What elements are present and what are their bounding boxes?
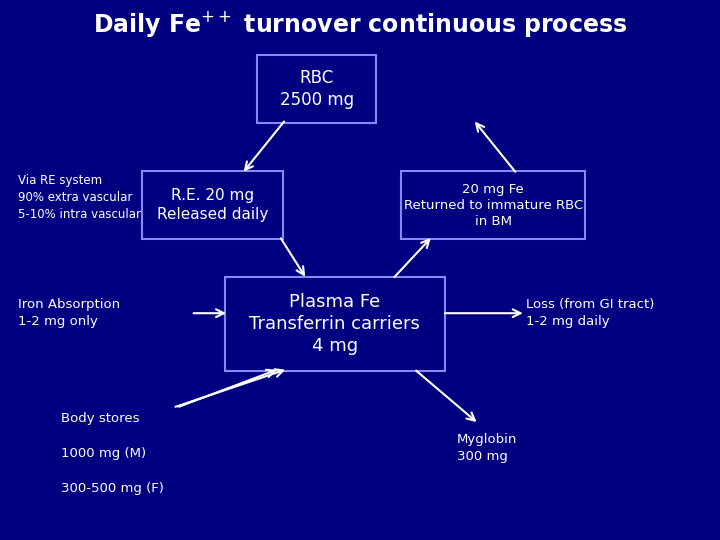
FancyBboxPatch shape — [142, 172, 282, 239]
Text: Via RE system
90% extra vascular
5-10% intra vascular: Via RE system 90% extra vascular 5-10% i… — [18, 173, 141, 221]
FancyBboxPatch shape — [225, 276, 444, 372]
FancyBboxPatch shape — [258, 56, 376, 123]
FancyBboxPatch shape — [402, 172, 585, 239]
Text: 300-500 mg (F): 300-500 mg (F) — [61, 482, 164, 495]
Text: Plasma Fe
Transferrin carriers
4 mg: Plasma Fe Transferrin carriers 4 mg — [249, 293, 420, 355]
Text: 1000 mg (M): 1000 mg (M) — [61, 447, 146, 460]
Text: Myglobin
300 mg: Myglobin 300 mg — [457, 433, 518, 463]
Text: Body stores: Body stores — [61, 412, 140, 425]
Text: 20 mg Fe
Returned to immature RBC
in BM: 20 mg Fe Returned to immature RBC in BM — [404, 183, 582, 228]
Text: Daily Fe$^{++}$ turnover continuous process: Daily Fe$^{++}$ turnover continuous proc… — [93, 9, 627, 39]
Text: RBC
2500 mg: RBC 2500 mg — [280, 69, 354, 109]
Text: Loss (from GI tract)
1-2 mg daily: Loss (from GI tract) 1-2 mg daily — [526, 298, 654, 328]
Text: Iron Absorption
1-2 mg only: Iron Absorption 1-2 mg only — [18, 298, 120, 328]
Text: R.E. 20 mg
Released daily: R.E. 20 mg Released daily — [157, 188, 268, 222]
